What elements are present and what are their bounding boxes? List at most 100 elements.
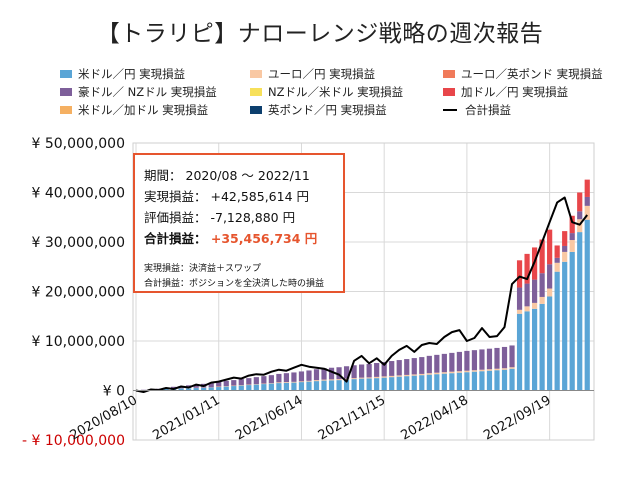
bar-segment <box>419 375 425 391</box>
bar-segment <box>208 383 214 388</box>
y-tick-label: ¥ 20,000,000 <box>31 285 125 301</box>
legend-label: 米ドル／円 実現損益 <box>78 67 186 81</box>
bar-segment <box>547 264 553 289</box>
legend-item: 米ドル／加ドル 実現損益 <box>60 102 208 118</box>
bar-segment <box>516 309 523 314</box>
bar-segment <box>441 353 447 373</box>
bar-segment <box>366 377 372 379</box>
bar-segment <box>313 381 320 391</box>
bar-segment <box>471 370 478 372</box>
bar-segment <box>343 379 350 391</box>
bar-segment <box>343 366 350 379</box>
legend-swatch <box>443 88 455 96</box>
bar-segment <box>569 240 575 252</box>
legend-label: 合計損益 <box>465 103 511 117</box>
unrealized-value: -7,128,880 円 <box>210 210 296 225</box>
bar-segment <box>494 347 500 369</box>
bar-segment <box>449 352 455 372</box>
bar-segment <box>359 378 365 391</box>
bar-segment <box>531 302 538 309</box>
bar-segment <box>374 363 380 377</box>
bar-segment <box>374 376 380 379</box>
legend-label: 英ポンド／円 実現損益 <box>268 103 387 117</box>
bar-segment <box>539 296 545 304</box>
bar-segment <box>216 381 222 387</box>
y-tick-label: ¥ 40,000,000 <box>31 186 125 202</box>
bar-segment <box>441 372 447 374</box>
bar-segment <box>554 257 560 263</box>
bar-segment <box>276 373 282 383</box>
bar-segment <box>396 375 402 377</box>
bar-segment <box>404 359 410 375</box>
bar-segment <box>171 386 177 389</box>
bar-segment <box>381 376 387 378</box>
unrealized-label: 評価損益： <box>144 210 207 225</box>
bar-segment <box>494 370 500 391</box>
bar-segment <box>456 372 462 391</box>
bar-segment <box>554 245 560 258</box>
realized-value: +42,585,614 円 <box>210 189 310 204</box>
bar-segment <box>351 378 357 380</box>
total-value: +35,456,734 円 <box>210 231 318 246</box>
note-realized: 実現損益：決済益＋スワップ <box>144 264 262 274</box>
bar-segment <box>231 380 237 386</box>
legend-swatch <box>250 106 262 114</box>
bar-segment <box>193 388 199 391</box>
bar-segment <box>577 232 583 391</box>
bar-segment <box>486 348 493 370</box>
unrealized-row: 評価損益： -7,128,880 円 <box>144 207 295 226</box>
bar-segment <box>411 375 417 391</box>
bar-segment <box>509 368 515 391</box>
legend-swatch <box>250 88 262 96</box>
bar-segment <box>306 381 312 391</box>
bar-segment <box>516 260 523 288</box>
bar-segment <box>569 233 575 241</box>
bar-segment <box>261 376 267 384</box>
bar-segment <box>186 388 192 391</box>
bar-segment <box>547 288 553 297</box>
legend-label: NZドル／米ドル 実現損益 <box>268 85 404 99</box>
bar-segment <box>464 370 470 373</box>
summary-box: 期間： 2020/08 ～ 2022/11 実現損益： +42,585,614 … <box>133 153 345 293</box>
bar-segment <box>569 251 575 391</box>
bar-segment <box>434 354 440 373</box>
bar-segment <box>231 386 237 391</box>
bar-segment <box>524 283 530 307</box>
bar-segment <box>381 362 387 377</box>
bar-segment <box>374 378 380 391</box>
period-value: 2020/08 ～ 2022/11 <box>185 168 310 183</box>
bar-segment <box>336 367 342 380</box>
legend-label: 加ドル／円 実現損益 <box>461 85 569 99</box>
bar-segment <box>351 379 357 391</box>
bar-segment <box>283 373 290 383</box>
bar-segment <box>306 370 312 381</box>
bar-segment <box>471 371 478 391</box>
bar-segment <box>554 262 560 272</box>
bar-segment <box>328 367 335 380</box>
x-tick-label: 2022/09/19 <box>481 393 553 443</box>
bar-segment <box>359 364 365 378</box>
legend-item: 英ポンド／円 実現損益 <box>250 102 387 118</box>
bar-segment <box>163 389 169 391</box>
y-tick-label: ¥ 50,000,000 <box>31 136 125 152</box>
bar-segment <box>404 374 410 377</box>
bar-segment <box>577 211 583 220</box>
legend-swatch <box>443 70 455 78</box>
period-row: 期間： 2020/08 ～ 2022/11 <box>144 165 310 184</box>
bar-segment <box>562 261 568 391</box>
bar-segment <box>426 373 432 375</box>
bar-segment <box>253 384 259 391</box>
legend-item: ユーロ／円 実現損益 <box>250 66 375 82</box>
x-tick-label: 2021/06/14 <box>233 393 305 443</box>
bar-segment <box>283 382 290 391</box>
legend-item: 豪ドル／ NZドル 実現損益 <box>60 84 217 100</box>
chart-title: 【トラリピ】ナローレンジ戦略の週次報告 <box>96 21 544 47</box>
bar-segment <box>434 374 440 391</box>
bar-segment <box>246 378 252 385</box>
bar-segment <box>501 346 508 369</box>
x-tick-label: 2021/01/11 <box>150 393 222 443</box>
bar-segment <box>426 355 432 374</box>
bar-segment <box>479 349 485 370</box>
